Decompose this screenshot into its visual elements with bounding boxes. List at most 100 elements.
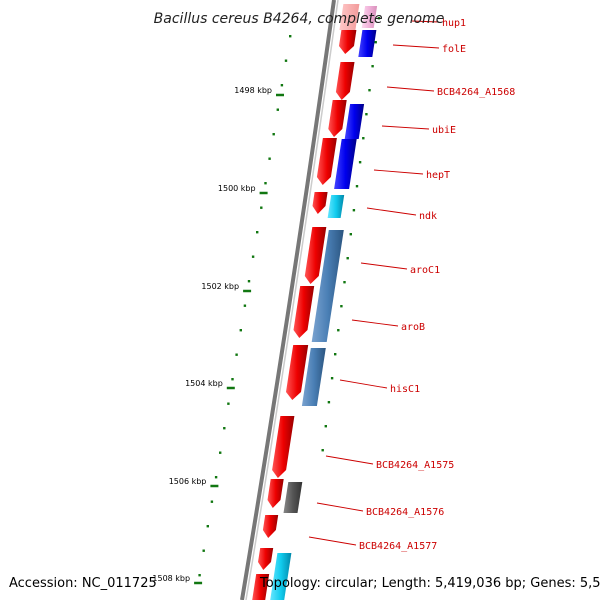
scale-dot xyxy=(377,17,381,20)
gene-A1578-cog xyxy=(270,553,292,600)
scale-dot xyxy=(276,108,279,111)
gene-aroB-forward xyxy=(293,286,315,338)
label-leader-line xyxy=(351,319,399,327)
scale-dot xyxy=(202,549,205,552)
label-leader-line xyxy=(411,20,440,23)
gene-A1575-forward xyxy=(272,416,295,478)
label-leader-line xyxy=(339,379,388,389)
scale-dot xyxy=(284,59,288,62)
gene-label-bcb4264_a1568: BCB4264_A1568 xyxy=(437,87,515,98)
topology-text: Topology: circular; Length: 5,419,036 bp… xyxy=(259,576,600,591)
scale-dot xyxy=(324,425,327,428)
scale-dot xyxy=(227,402,230,405)
gene-A1576-forward xyxy=(267,479,284,508)
gene-A1577-forward xyxy=(262,515,279,538)
gene-label-bcb4264_a1577: BCB4264_A1577 xyxy=(359,541,437,552)
gene-aroC1-forward xyxy=(304,227,327,284)
scale-dot xyxy=(355,185,359,188)
label-leader-line xyxy=(373,169,424,175)
scale-dot xyxy=(321,449,324,452)
label-leaders xyxy=(308,20,440,546)
gene-ubiE-cog xyxy=(344,104,365,139)
scale-tick-label: 1508 kbp xyxy=(152,574,190,583)
scale-tick-label: 1506 kbp xyxy=(169,477,207,486)
label-leader-line xyxy=(392,44,440,49)
scale-tick-label: 1502 kbp xyxy=(201,282,239,291)
label-leader-line xyxy=(366,207,417,216)
scale-dot xyxy=(280,84,284,87)
scale-dot xyxy=(362,137,365,140)
gene-folE-cog xyxy=(358,30,377,57)
gene-labels: hup1 folE BCB4264_A1568 ubiE hepT ndk aroC1 aro… xyxy=(359,18,515,552)
scale-tick-label: 1504 kbp xyxy=(185,379,223,388)
label-leader-line xyxy=(360,262,408,270)
gene-ndk-forward xyxy=(312,192,328,214)
scale-dot xyxy=(374,41,377,44)
gene-label-ubie: ubiE xyxy=(432,125,456,136)
gene-aroC1-cog xyxy=(311,230,344,342)
gene-label-bcb4264_a1575: BCB4264_A1575 xyxy=(376,460,454,471)
scale-dot xyxy=(260,206,263,209)
scale-dot xyxy=(243,304,247,307)
scale-dot xyxy=(256,231,259,234)
gene-A1576-cog xyxy=(283,482,303,513)
scale-dots xyxy=(198,17,381,577)
scale-ticks: 1498 kbp 1500 kbp 1502 kbp 1504 kbp 1506 kbp… xyxy=(152,86,284,585)
scale-dot xyxy=(219,451,222,454)
scale-dot xyxy=(340,305,343,308)
gene-label-hisc1: hisC1 xyxy=(390,384,420,395)
scale-dot xyxy=(272,133,275,136)
scale-tick-label: 1498 kbp xyxy=(234,86,272,95)
scale-dot xyxy=(214,476,218,479)
gene-hup1-cog xyxy=(361,6,378,28)
scale-dot xyxy=(231,378,234,381)
gene-label-fole: folE xyxy=(442,44,466,55)
scale-dot xyxy=(223,427,226,430)
map-title: Bacillus cereus B4264, complete genome xyxy=(154,11,445,27)
scale-dot xyxy=(334,353,337,356)
scale-dot xyxy=(346,257,349,260)
scale-dot xyxy=(343,281,346,284)
scale-tick-label: 1500 kbp xyxy=(218,184,256,193)
gene-label-ndk: ndk xyxy=(419,211,437,222)
scale-dot xyxy=(210,500,214,503)
gene-ndk-cog xyxy=(327,195,345,218)
scale-dot xyxy=(365,113,368,116)
scale-dot xyxy=(206,525,209,528)
scale-dot xyxy=(371,65,374,68)
gene-A1579-forward xyxy=(252,574,270,600)
scale-dot xyxy=(235,353,238,356)
gene-hepT-forward xyxy=(316,138,337,185)
label-leader-line xyxy=(386,86,435,92)
gene-A1568-forward xyxy=(335,62,355,100)
gene-label-hup1: hup1 xyxy=(442,18,466,29)
scale-dot xyxy=(358,161,362,164)
scale-dot xyxy=(327,401,331,404)
gene-label-bcb4264_a1576: BCB4264_A1576 xyxy=(366,507,444,518)
scale-dot xyxy=(239,329,242,332)
scale-dot xyxy=(349,233,352,236)
scale-dot xyxy=(289,35,292,38)
gene-hisC1-cog xyxy=(301,348,326,406)
scale-dot xyxy=(368,89,371,92)
label-leader-line xyxy=(325,455,374,465)
label-leader-line xyxy=(308,536,357,546)
gene-ubiE-forward xyxy=(328,100,347,137)
genome-backbone xyxy=(240,0,336,600)
gene-A1578-forward xyxy=(258,548,274,570)
scale-dot xyxy=(264,182,267,185)
scale-dot xyxy=(337,329,340,332)
label-leader-line xyxy=(381,125,430,130)
gene-hepT-cog xyxy=(334,139,357,189)
genome-backbone-highlight xyxy=(245,0,339,600)
scale-dot xyxy=(251,255,255,258)
gene-folE-forward xyxy=(339,30,357,54)
gene-label-arob: aroB xyxy=(401,322,425,333)
scale-dot xyxy=(352,209,356,212)
gene-hup1-forward xyxy=(339,4,360,30)
scale-dot xyxy=(330,377,334,380)
scale-dot xyxy=(268,157,271,160)
gene-features xyxy=(252,4,378,600)
scale-dot xyxy=(247,280,251,283)
